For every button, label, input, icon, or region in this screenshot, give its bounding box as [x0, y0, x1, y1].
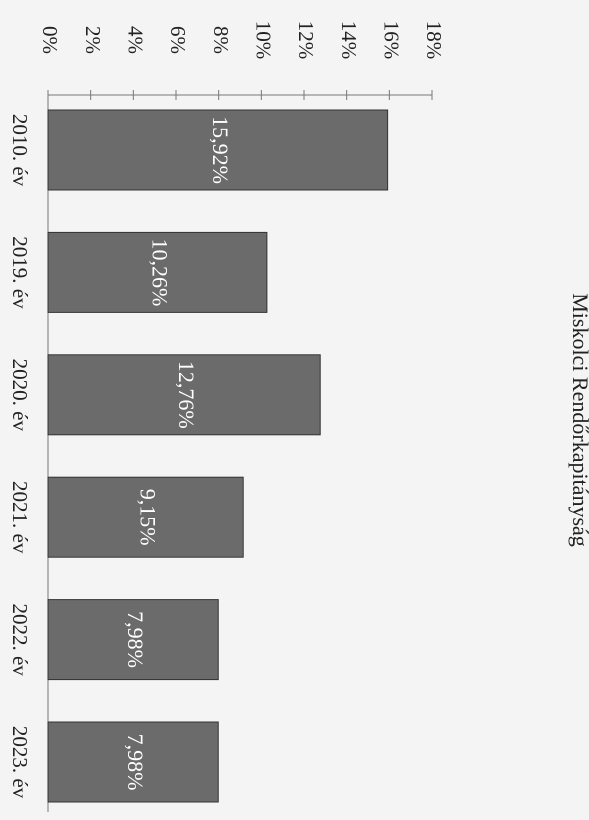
data-label: 7,98% — [123, 611, 148, 668]
y-tick-label: 6% — [166, 26, 190, 54]
y-tick-label: 10% — [252, 21, 276, 60]
y-tick-label: 16% — [380, 21, 404, 60]
y-tick-label: 14% — [337, 21, 361, 60]
bar — [47, 354, 321, 436]
x-tick-label: 2021. év — [8, 481, 32, 554]
bar — [47, 721, 219, 803]
x-tick-label: 2010. év — [8, 114, 32, 187]
x-tick-label: 2023. év — [8, 726, 32, 799]
y-tick-label: 12% — [294, 21, 318, 60]
chart-title: Miskolci Rendőrkapitányság — [568, 293, 589, 547]
x-tick-label: 2022. év — [8, 603, 32, 676]
y-tick-label: 4% — [124, 26, 148, 54]
y-tick-label: 2% — [81, 26, 105, 54]
bar — [47, 231, 268, 313]
bar — [47, 599, 219, 681]
bar — [47, 109, 389, 191]
bar — [47, 476, 244, 558]
x-tick-label: 2019. év — [8, 236, 32, 309]
data-label: 12,76% — [174, 361, 199, 429]
data-label: 10,26% — [147, 238, 172, 306]
data-label: 9,15% — [136, 489, 161, 546]
y-tick-label: 0% — [38, 26, 62, 54]
data-label: 15,92% — [208, 116, 233, 184]
y-tick-label: 8% — [209, 26, 233, 54]
data-label: 7,98% — [123, 734, 148, 791]
y-tick-label: 18% — [422, 21, 446, 60]
x-tick-label: 2020. év — [8, 359, 32, 432]
